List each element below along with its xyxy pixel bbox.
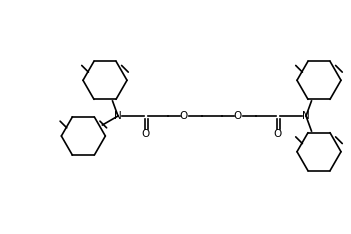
Text: O: O <box>142 129 150 139</box>
Text: N: N <box>302 111 310 121</box>
Text: O: O <box>234 111 242 121</box>
Text: O: O <box>180 111 188 121</box>
Text: N: N <box>114 111 122 121</box>
Text: O: O <box>274 129 282 139</box>
